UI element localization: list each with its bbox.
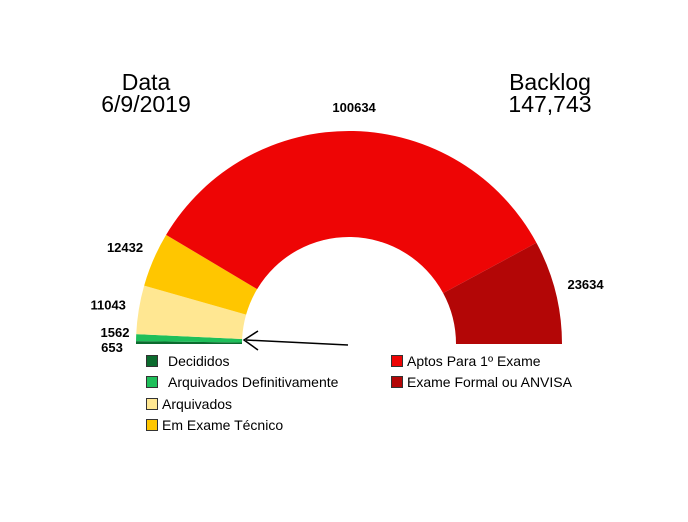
data-label: 11043 — [90, 298, 125, 313]
legend-swatch — [146, 355, 158, 367]
arrow-annotation — [244, 331, 348, 350]
legend-label: Arquivados Definitivamente — [168, 374, 338, 390]
legend-right: Aptos Para 1º Exame Exame Formal ou ANVI… — [391, 350, 572, 393]
legend-swatch — [146, 398, 158, 410]
legend-item: Arquivados — [146, 393, 338, 415]
data-label: 653 — [101, 340, 123, 355]
legend-swatch — [146, 376, 158, 388]
legend-label: Em Exame Técnico — [162, 417, 283, 433]
legend-item: Em Exame Técnico — [146, 415, 338, 437]
legend-item: Decididos — [146, 350, 338, 372]
legend-label: Decididos — [168, 353, 229, 369]
legend-label: Aptos Para 1º Exame — [407, 353, 541, 369]
legend-item: Arquivados Definitivamente — [146, 372, 338, 394]
legend-swatch — [391, 376, 403, 388]
half-donut-chart: 6531562 11043 12432 100634 23634 — [0, 0, 688, 522]
data-label: 1562 — [101, 325, 130, 340]
legend-label: Arquivados — [162, 396, 232, 412]
legend-label: Exame Formal ou ANVISA — [407, 374, 572, 390]
legend-swatch — [146, 419, 158, 431]
data-label: 23634 — [567, 277, 604, 292]
legend-item: Exame Formal ou ANVISA — [391, 372, 572, 394]
legend-swatch — [391, 355, 403, 367]
legend-item: Aptos Para 1º Exame — [391, 350, 572, 372]
data-label: 12432 — [107, 240, 143, 255]
data-label: 100634 — [332, 100, 376, 115]
legend-left: Decididos Arquivados Definitivamente Arq… — [146, 350, 338, 436]
